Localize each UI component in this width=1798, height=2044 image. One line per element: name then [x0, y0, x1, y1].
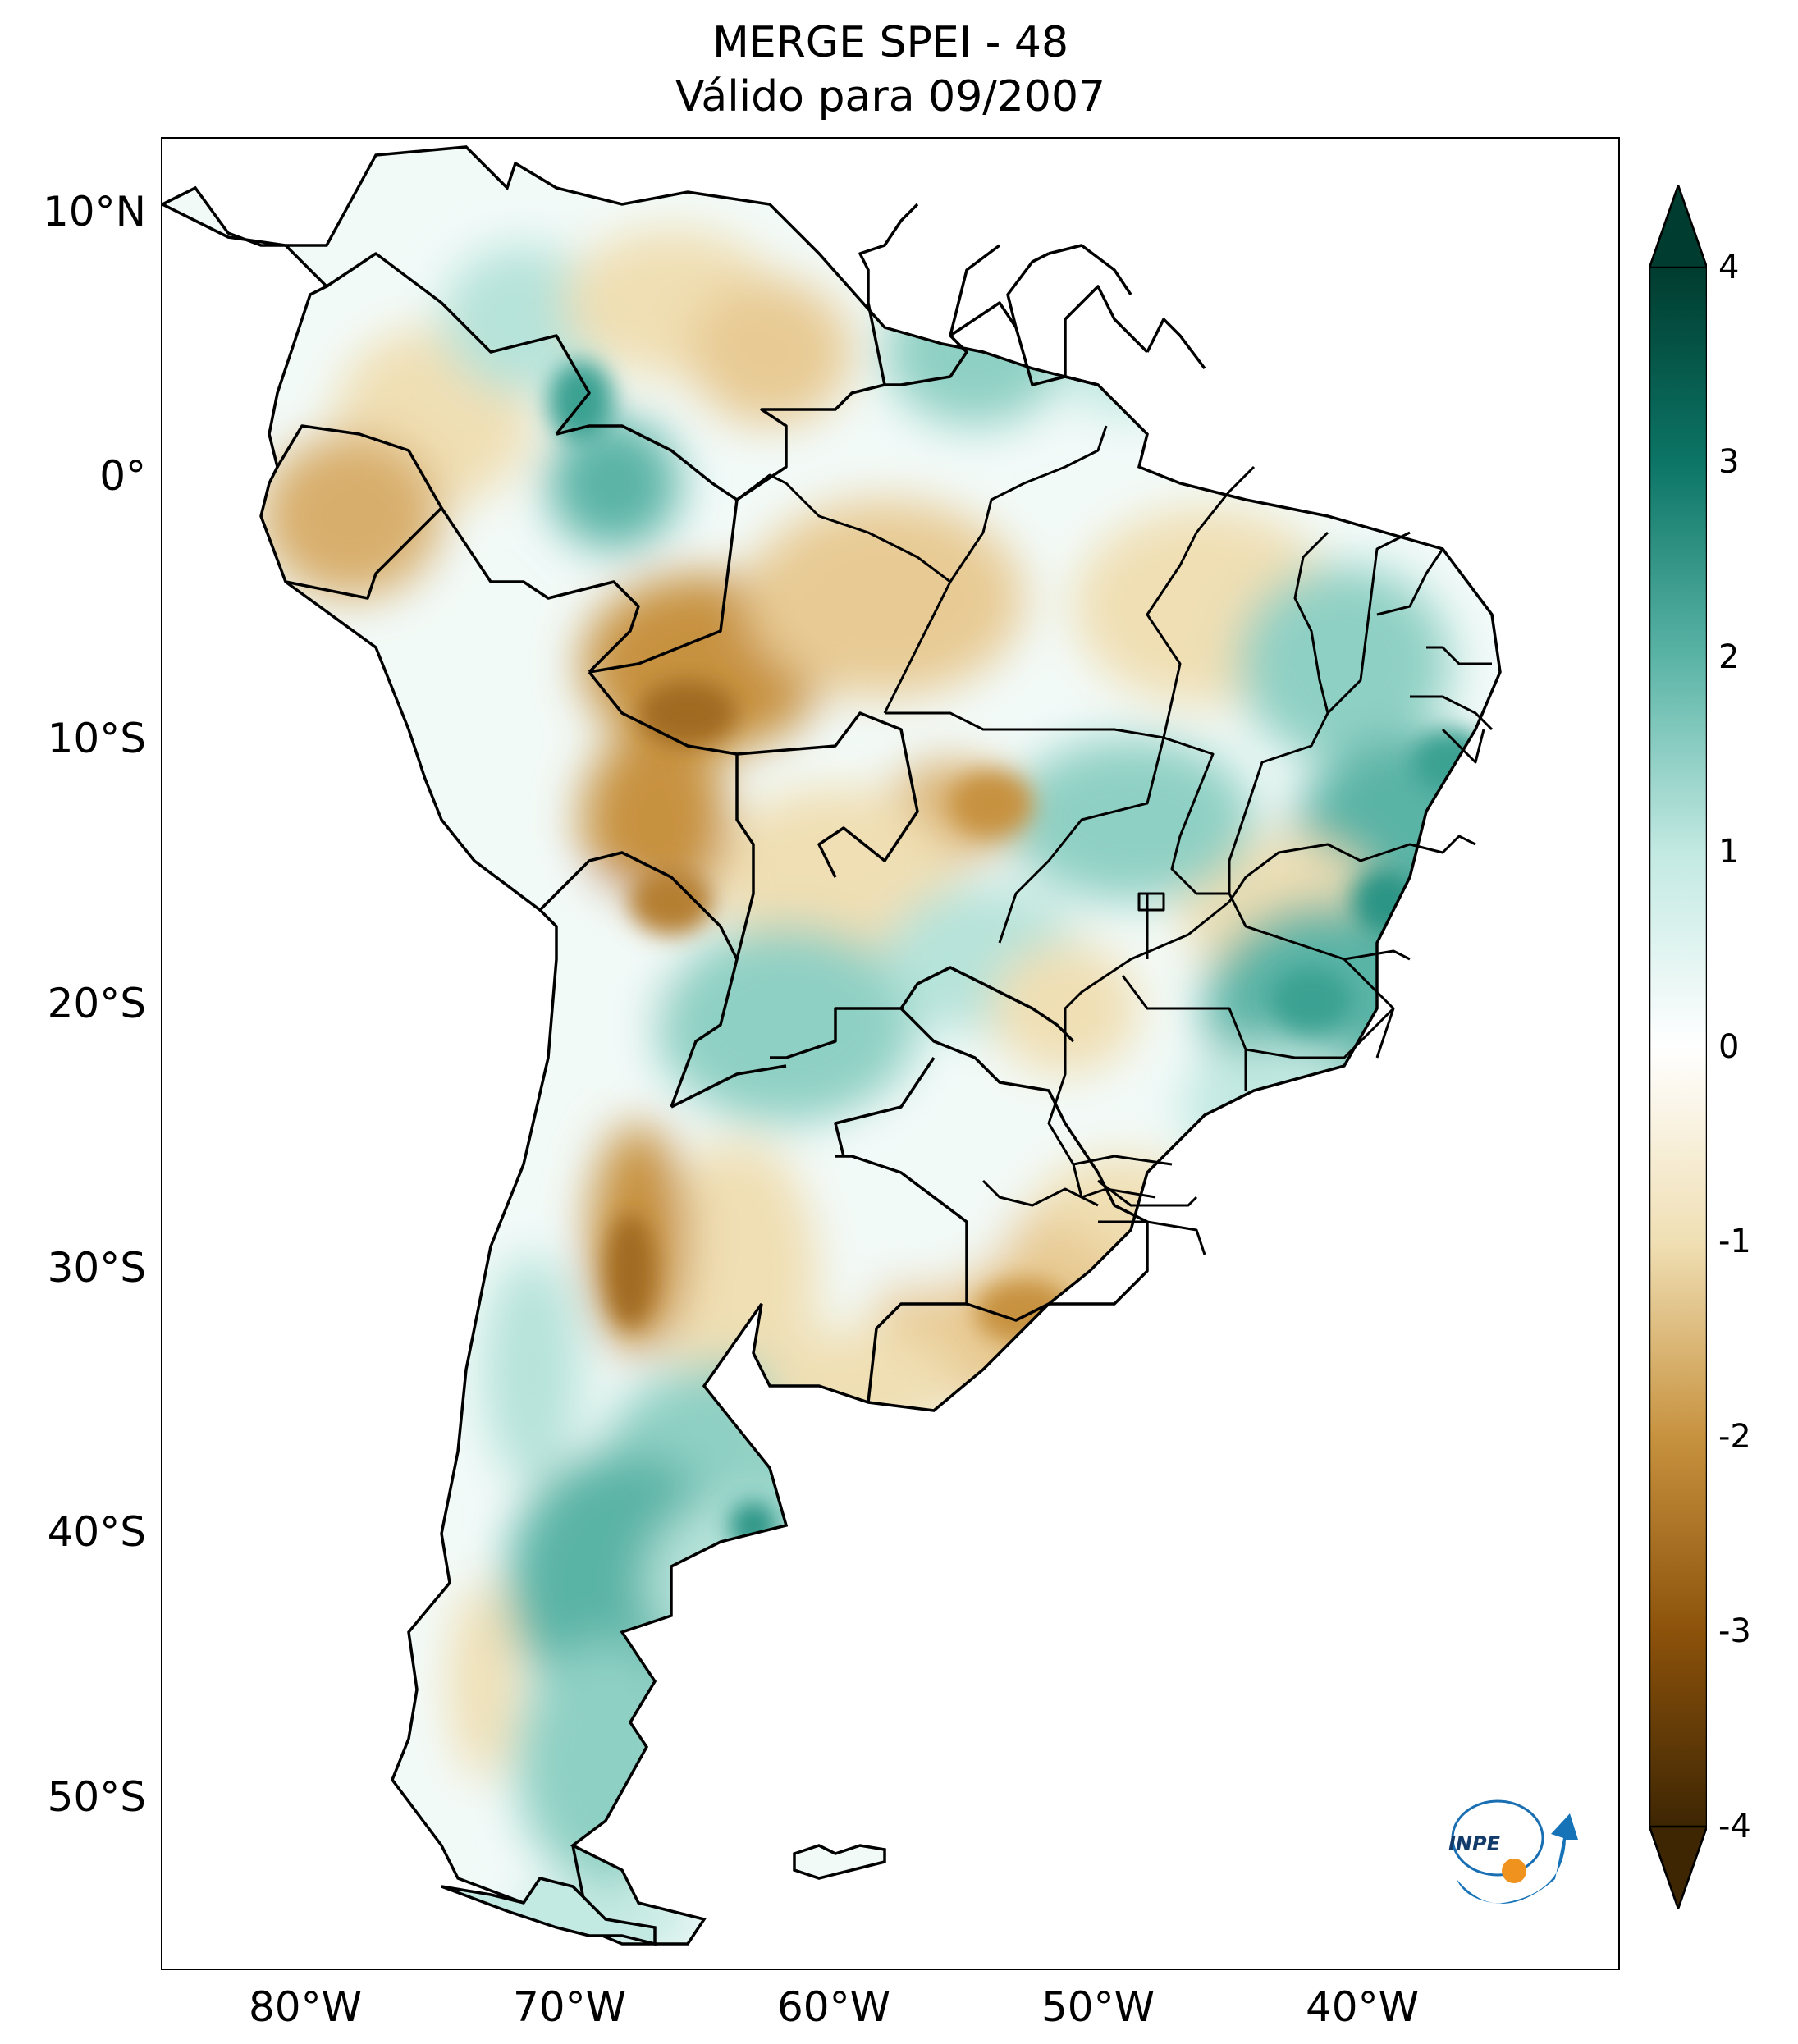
colorbar-tick-minus4: -4	[1718, 1808, 1751, 1845]
tierra-del-fuego	[441, 1877, 657, 1946]
map-subtitle: Válido para 09/2007	[675, 72, 1106, 121]
colorbar-scale	[1649, 268, 1707, 1827]
lat-label-30s: 30°S	[47, 1244, 146, 1292]
colorbar-tick-4: 4	[1718, 249, 1740, 286]
inpe-logo-icon: INPE	[1448, 1799, 1578, 1904]
colorbar-tick-1: 1	[1718, 833, 1740, 871]
colorbar-tick-0: 0	[1718, 1028, 1740, 1066]
coastline	[162, 145, 1502, 1946]
lon-label-60w: 60°W	[776, 1983, 891, 2031]
lat-label-0: 0°	[99, 452, 146, 500]
lon-label-70w: 70°W	[512, 1983, 627, 2031]
colorbar-tick-2: 2	[1718, 638, 1740, 676]
colorbar-tick-minus1: -1	[1718, 1223, 1751, 1260]
lat-label-10s: 10°S	[47, 715, 146, 762]
south-america-map	[162, 145, 1502, 1946]
lon-label-50w: 50°W	[1041, 1983, 1155, 2031]
lon-label-40w: 40°W	[1305, 1983, 1420, 2031]
spei-field	[162, 147, 1500, 1944]
colorbar-top-arrow	[1649, 185, 1707, 269]
lat-label-40s: 40°S	[47, 1508, 146, 1556]
lon-label-80w: 80°W	[248, 1983, 363, 2031]
colorbar-tick-minus2: -2	[1718, 1418, 1751, 1456]
falkland-islands	[793, 1844, 886, 1880]
lat-label-20s: 20°S	[47, 980, 146, 1027]
map-area	[161, 137, 1620, 1970]
map-title: MERGE SPEI - 48	[711, 18, 1069, 67]
country-borders	[276, 203, 1206, 1928]
svg-text:INPE: INPE	[1448, 1832, 1501, 1855]
colorbar-bottom-arrow	[1649, 1825, 1707, 1909]
lat-label-10n: 10°N	[42, 188, 146, 235]
colorbar-tick-3: 3	[1718, 443, 1740, 481]
colorbar	[1649, 185, 1707, 1909]
brazil-state-borders	[736, 425, 1494, 1255]
colorbar-tick-minus3: -3	[1718, 1612, 1751, 1650]
lat-label-50s: 50°S	[47, 1773, 146, 1821]
